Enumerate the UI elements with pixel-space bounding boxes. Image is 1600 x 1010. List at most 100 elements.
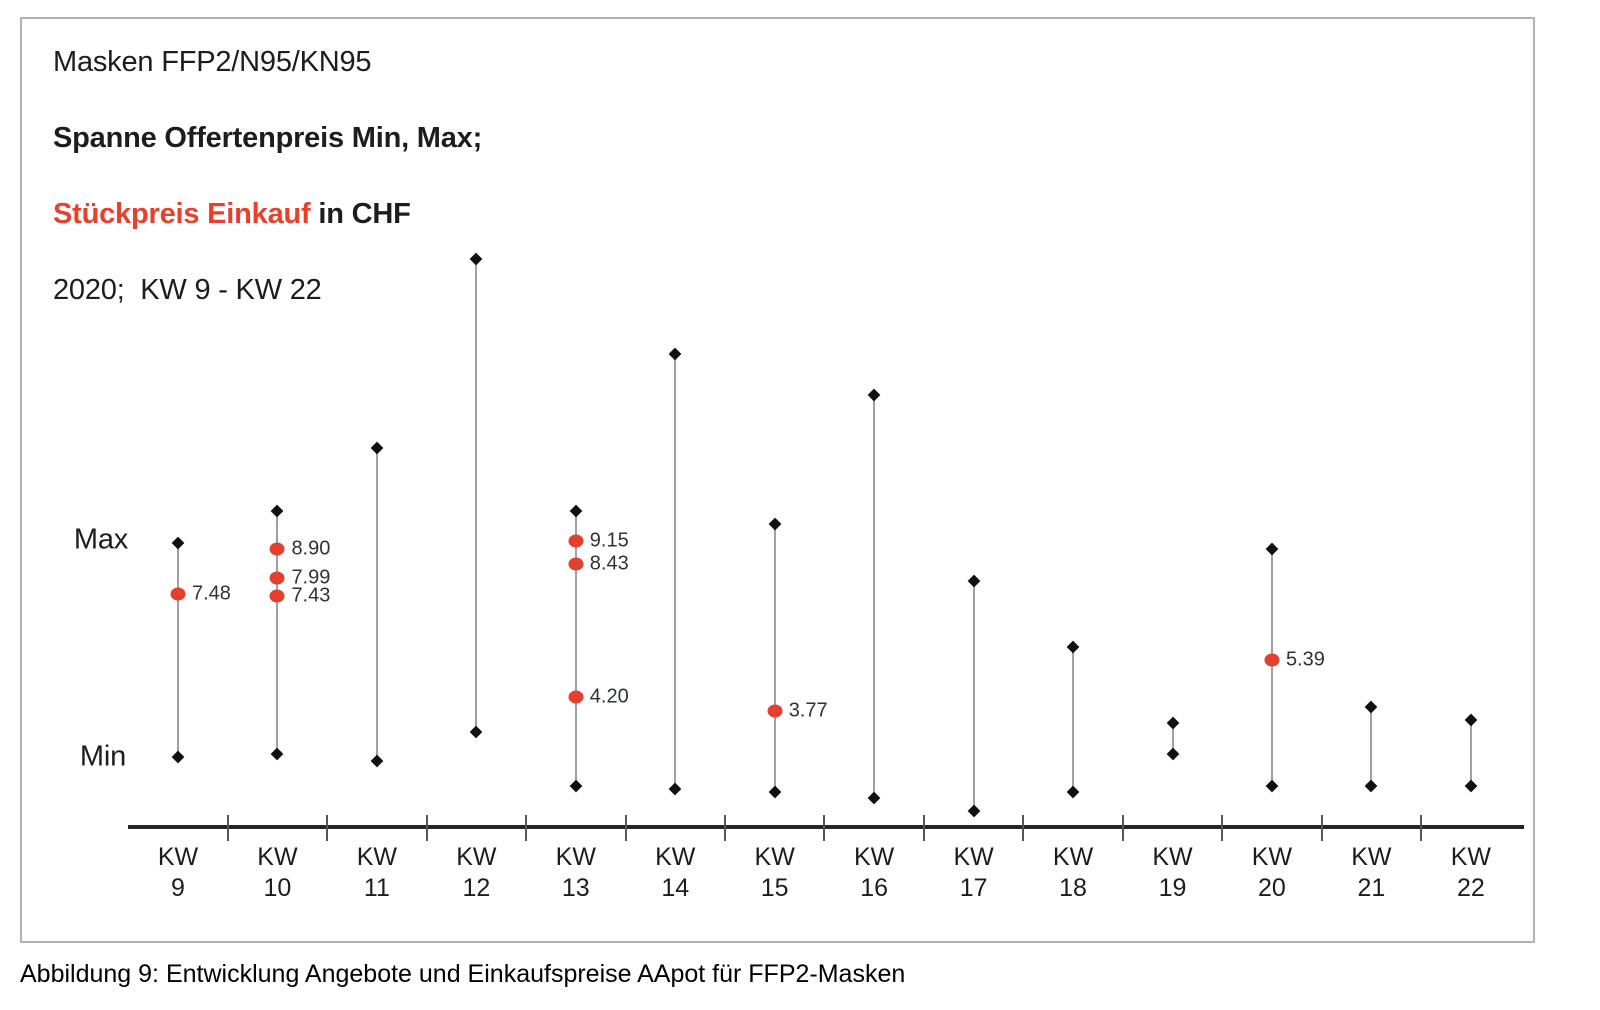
min-marker — [370, 754, 384, 767]
purchase-price-dot — [170, 587, 186, 601]
title-line-currency: in CHF — [310, 198, 411, 230]
purchase-price-dot — [568, 557, 584, 571]
purchase-price-label: 7.99 — [291, 566, 331, 589]
figure-caption: Abbildung 9: Entwicklung Angebote und Ei… — [20, 960, 906, 988]
min-marker — [469, 725, 483, 739]
min-axis-label: Min — [79, 740, 127, 773]
purchase-price-dot — [269, 571, 285, 585]
x-axis-tick — [226, 815, 229, 841]
range-line — [276, 511, 279, 755]
max-marker — [271, 504, 284, 518]
max-marker — [370, 441, 384, 455]
purchase-price-label: 7.43 — [291, 584, 331, 607]
range-line — [375, 448, 378, 761]
range-line — [1171, 722, 1174, 755]
max-axis-label: Max — [73, 523, 129, 556]
x-axis-tick — [1022, 815, 1025, 841]
x-axis-label: KW 16 — [854, 843, 895, 902]
max-marker — [1066, 640, 1080, 654]
title-line-purchase-red: Stückpreis Einkauf — [53, 198, 311, 230]
chart-panel: Masken FFP2/N95/KN95 Spanne Offertenprei… — [20, 17, 1535, 943]
max-marker — [768, 517, 782, 531]
range-line — [475, 258, 478, 733]
x-axis-label: KW 12 — [456, 843, 497, 902]
min-marker — [1464, 779, 1478, 793]
x-axis-label: KW 14 — [655, 843, 696, 902]
x-axis-tick — [1221, 815, 1224, 841]
purchase-price-dot — [767, 704, 783, 718]
max-marker — [171, 536, 185, 550]
purchase-price-label: 7.48 — [192, 582, 231, 605]
x-axis-tick — [1420, 815, 1423, 841]
purchase-price-dot — [568, 534, 584, 548]
title-line-span: Spanne Offertenpreis Min, Max; — [53, 122, 483, 154]
x-axis-line — [128, 825, 1524, 829]
range-line — [773, 523, 776, 793]
x-axis-label: KW 17 — [953, 843, 994, 902]
x-axis-label: KW 22 — [1450, 843, 1491, 902]
x-axis-tick — [425, 815, 428, 841]
purchase-price-dot — [1264, 653, 1280, 667]
x-axis-label: KW 13 — [555, 843, 596, 902]
range-line — [1370, 706, 1373, 786]
purchase-price-dot — [568, 690, 584, 704]
min-marker — [171, 751, 185, 764]
x-axis-tick — [525, 815, 528, 841]
max-marker — [867, 388, 881, 401]
min-marker — [271, 747, 284, 761]
x-axis-label: KW 15 — [754, 843, 795, 902]
plot-area: Max Min 7.48 KW 9 8.90 7.99 7.43 KW 10 KW 11 KW 12 9… — [22, 19, 1533, 941]
max-marker — [1166, 716, 1179, 730]
x-axis-tick — [624, 815, 627, 841]
range-line — [972, 580, 975, 812]
max-marker — [668, 347, 682, 360]
min-marker — [1365, 779, 1378, 793]
min-marker — [668, 782, 682, 796]
x-axis-tick — [723, 815, 726, 841]
range-line — [177, 542, 179, 758]
min-marker — [768, 785, 782, 799]
x-axis-label: KW 21 — [1351, 843, 1392, 902]
max-marker — [967, 574, 980, 588]
purchase-price-label: 8.43 — [589, 552, 629, 575]
max-marker — [469, 252, 483, 266]
x-axis-label: KW 9 — [157, 843, 199, 902]
purchase-price-dot — [269, 542, 285, 556]
purchase-price-label: 3.77 — [788, 699, 828, 722]
range-line — [1072, 647, 1075, 793]
max-marker — [1464, 713, 1478, 726]
max-marker — [1365, 700, 1378, 714]
x-axis-label: KW 20 — [1251, 843, 1293, 902]
min-marker — [1066, 785, 1080, 799]
range-line — [1469, 719, 1472, 786]
x-axis-tick — [823, 815, 826, 841]
max-marker — [1265, 542, 1279, 556]
x-axis-label: KW 18 — [1052, 843, 1094, 902]
range-line — [674, 353, 677, 789]
min-marker — [1166, 747, 1179, 761]
x-axis-tick — [922, 815, 925, 841]
max-marker — [569, 504, 583, 518]
x-axis-tick — [1320, 815, 1323, 841]
purchase-price-label: 8.90 — [291, 537, 331, 560]
min-marker — [569, 779, 583, 793]
chart-title: Masken FFP2/N95/KN95 Spanne Offertenprei… — [53, 43, 482, 309]
range-line — [1270, 549, 1273, 786]
min-marker — [867, 792, 881, 805]
purchase-price-label: 4.20 — [589, 685, 629, 708]
x-axis-label: KW 19 — [1152, 843, 1193, 902]
min-marker — [1265, 779, 1279, 793]
min-marker — [967, 804, 980, 818]
x-axis-label: KW 11 — [356, 843, 398, 902]
title-line-period: 2020; KW 9 - KW 22 — [53, 274, 322, 306]
range-line — [574, 511, 577, 786]
range-line — [873, 394, 876, 799]
x-axis-tick — [1121, 815, 1124, 841]
x-axis-tick — [326, 815, 329, 841]
purchase-price-dot — [269, 589, 285, 603]
purchase-price-label: 9.15 — [589, 529, 629, 552]
purchase-price-label: 5.39 — [1285, 648, 1325, 671]
x-axis-label: KW 10 — [257, 843, 298, 902]
title-line-product: Masken FFP2/N95/KN95 — [53, 46, 372, 78]
